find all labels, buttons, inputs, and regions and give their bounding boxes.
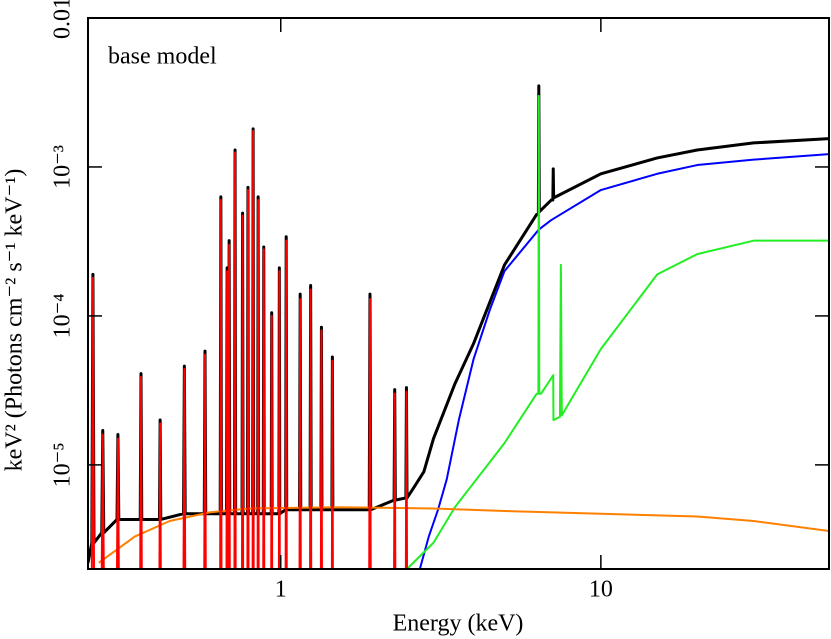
annotation: base model xyxy=(108,44,217,70)
x-tick-label: 10 xyxy=(589,577,613,603)
y-axis-label: keV² (Photons cm⁻² s⁻¹ keV⁻¹) xyxy=(2,169,28,472)
y-tick-label: 10⁻³ xyxy=(50,145,76,189)
series-line xyxy=(88,84,829,564)
plot-area xyxy=(88,84,829,569)
x-axis-label: Energy (keV) xyxy=(393,611,524,637)
series-line xyxy=(88,129,414,569)
y-tick-label: 10⁻⁵ xyxy=(50,442,76,487)
series-line xyxy=(406,94,829,569)
series-line xyxy=(418,153,829,569)
plot-frame xyxy=(87,17,830,570)
series-line xyxy=(98,506,829,564)
x-tick-label: 1 xyxy=(275,577,287,603)
y-tick-label: 0.01 xyxy=(50,0,76,39)
y-tick-label: 10⁻⁴ xyxy=(50,293,76,338)
